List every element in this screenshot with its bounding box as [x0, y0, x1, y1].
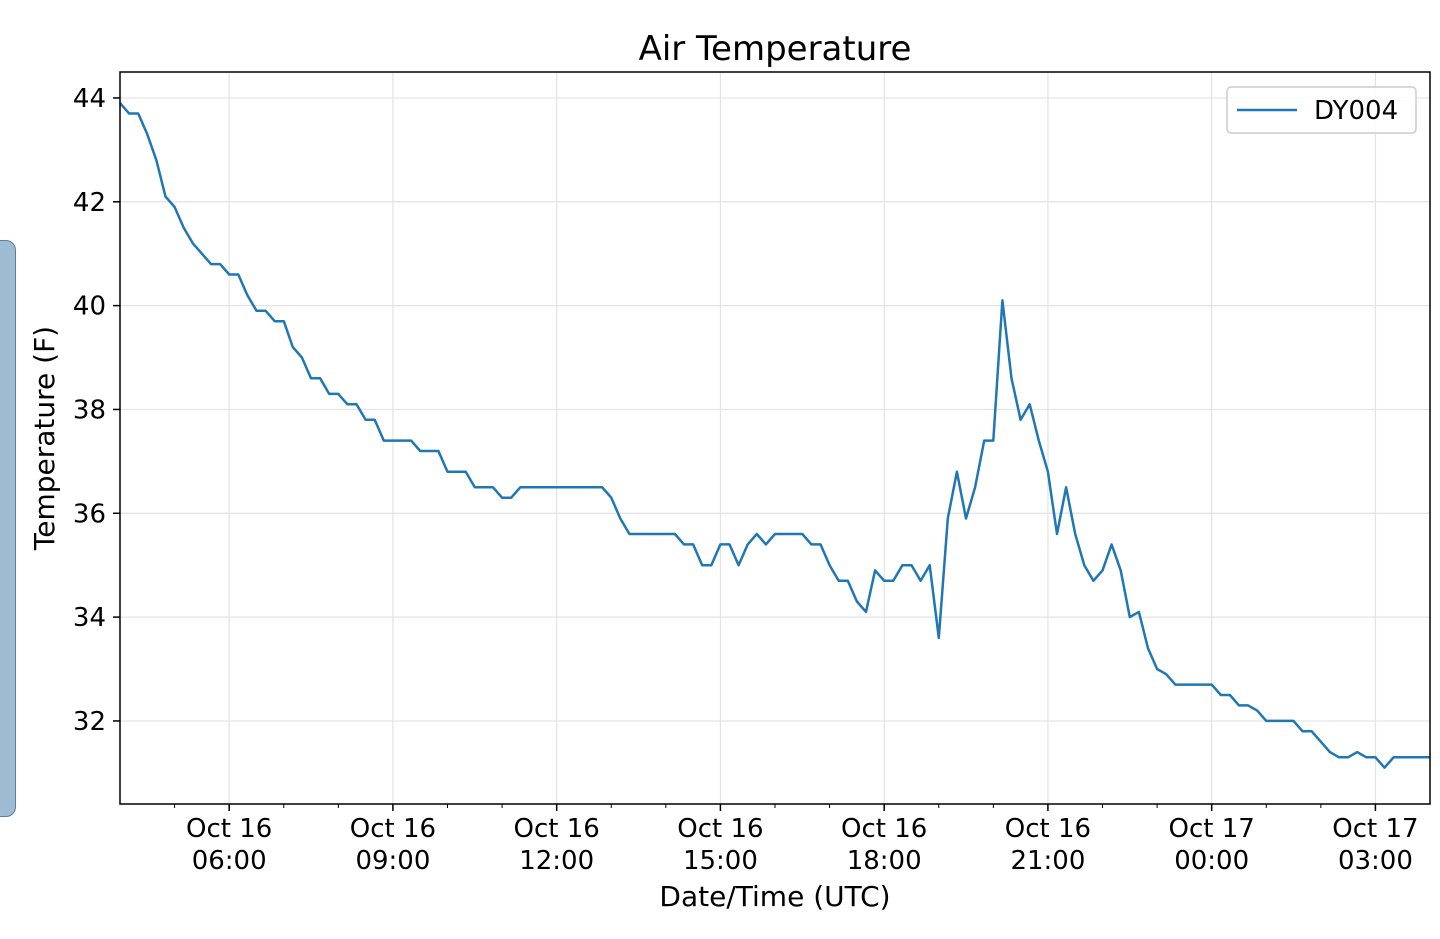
- x-tick-label-date: Oct 16: [677, 814, 763, 844]
- x-tick-label-time: 09:00: [355, 846, 430, 876]
- x-tick-label-time: 21:00: [1010, 846, 1085, 876]
- y-tick-label: 32: [73, 707, 106, 737]
- x-tick-label-date: Oct 16: [350, 814, 436, 844]
- legend-label-dy004: DY004: [1314, 96, 1398, 126]
- y-axis-title: Temperature (F): [28, 326, 61, 551]
- y-tick-label: 44: [73, 84, 106, 114]
- chart-title: Air Temperature: [639, 29, 912, 69]
- legend-box: [1226, 86, 1417, 134]
- y-tick-label: 38: [73, 395, 106, 425]
- x-tick-label-date: Oct 17: [1332, 814, 1418, 844]
- x-tick-label-time: 12:00: [519, 846, 594, 876]
- x-tick-label-date: Oct 16: [1005, 814, 1091, 844]
- x-tick-label-time: 15:00: [683, 846, 758, 876]
- x-axis-title: Date/Time (UTC): [659, 880, 890, 913]
- y-tick-label: 42: [73, 188, 106, 218]
- x-tick-label-date: Oct 16: [841, 814, 927, 844]
- grid-lines: [120, 72, 1430, 804]
- y-tick-label: 36: [73, 499, 106, 529]
- side-panel-tab[interactable]: [0, 240, 16, 817]
- x-tick-label-date: Oct 17: [1169, 814, 1255, 844]
- series-layer: [119, 102, 1430, 769]
- y-tick-label: 40: [73, 292, 106, 322]
- x-tick-label-date: Oct 16: [186, 814, 272, 844]
- x-tick-label-time: 18:00: [847, 846, 922, 876]
- x-tick-label-time: 00:00: [1174, 846, 1249, 876]
- x-tick-label-date: Oct 16: [514, 814, 600, 844]
- tick-marks: [113, 97, 1377, 811]
- x-tick-label-time: 03:00: [1338, 846, 1413, 876]
- series-line-dy004: [119, 102, 1430, 769]
- legend: DY004: [1226, 86, 1417, 134]
- y-tick-label: 34: [73, 603, 106, 633]
- plot-frame: [119, 71, 1431, 805]
- x-tick-label-time: 06:00: [192, 846, 267, 876]
